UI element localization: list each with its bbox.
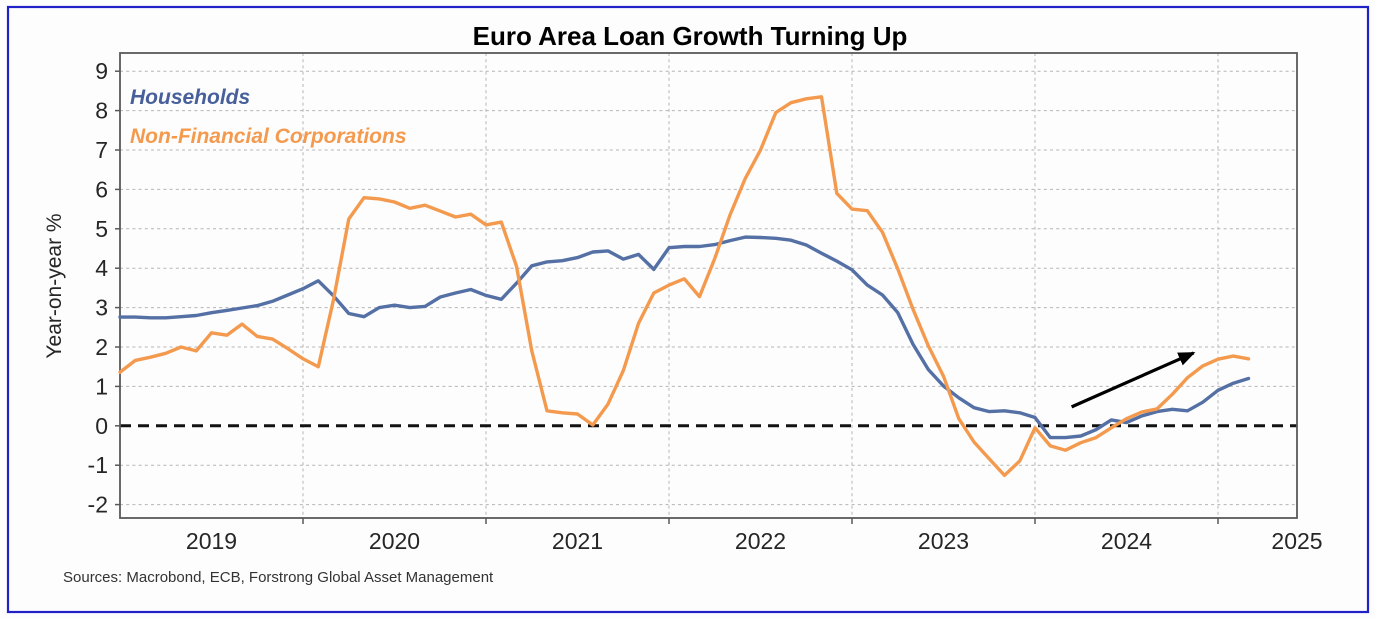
y-tick-label: 6 <box>95 176 108 202</box>
legend-nfc: Non-Financial Corporations <box>130 125 407 148</box>
x-tick-label: 2019 <box>186 528 237 554</box>
tick-label-layer: 9 8 7 6 5 4 3 2 1 0 -1 -2 2019 2020 2021 2022 2023 2024 20… <box>88 58 1323 554</box>
y-axis-label: Year-on-year % <box>43 213 66 358</box>
plot-border <box>119 52 1298 519</box>
y-tick-label: -1 <box>88 452 108 478</box>
y-tick-label: 4 <box>95 255 108 281</box>
trend-arrow <box>1070 351 1196 409</box>
series-layer <box>118 95 1251 478</box>
y-tick-label: 5 <box>95 216 108 242</box>
source-note: Sources: Macrobond, ECB, Forstrong Globa… <box>63 569 494 586</box>
x-tick-label: 2021 <box>552 528 603 554</box>
y-tick-label: 2 <box>95 334 108 360</box>
chart-title: Euro Area Loan Growth Turning Up <box>473 21 908 51</box>
figure-border <box>6 5 1370 614</box>
annotation-layer <box>1070 351 1196 409</box>
households-line <box>118 235 1251 440</box>
y-tick-label: -2 <box>88 492 108 518</box>
y-tick-label: 0 <box>95 413 108 439</box>
y-tick-label: 8 <box>95 98 108 124</box>
axes-layer <box>115 52 1298 524</box>
y-tick-label: 1 <box>95 373 108 399</box>
x-tick-label: 2024 <box>1101 528 1152 554</box>
y-tick-label: 9 <box>95 58 108 84</box>
x-tick-label: 2022 <box>735 528 786 554</box>
legend-households: Households <box>130 86 250 109</box>
y-tick-label: 3 <box>95 295 108 321</box>
x-tick-label: 2020 <box>369 528 420 554</box>
x-tick-label: 2023 <box>918 528 969 554</box>
y-tick-label: 7 <box>95 137 108 163</box>
x-tick-label: 2025 <box>1271 528 1322 554</box>
grid-layer <box>120 53 1297 518</box>
nfc-line <box>118 95 1251 478</box>
